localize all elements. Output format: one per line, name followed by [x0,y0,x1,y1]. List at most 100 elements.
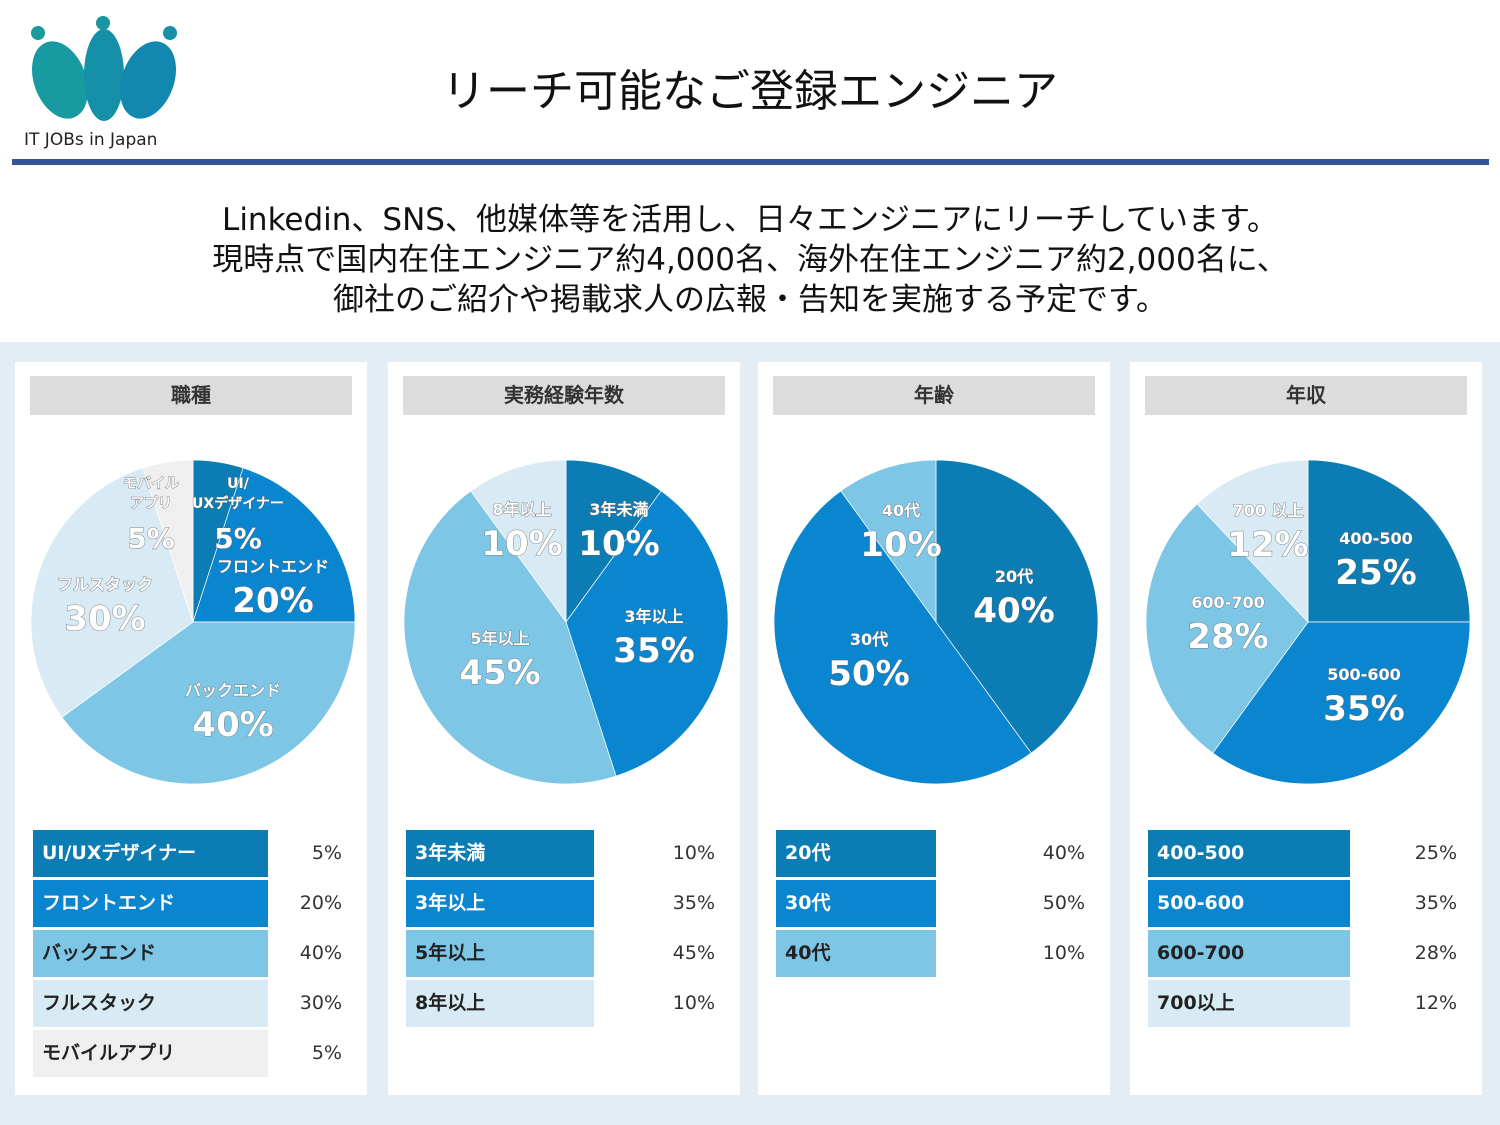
pie-category-label: 600-700 [1191,593,1264,612]
intro-line: 御社のご紹介や掲載求人の広報・告知を実施する予定です。 [333,282,1167,318]
legend-row: 30代 50% [776,880,1095,930]
intro-line: Linkedin、SNS、他媒体等を活用し、日々エンジニアにリーチしています。 [222,202,1278,238]
legend-value: 40% [1042,842,1085,864]
legend-label: 5年以上 [406,930,594,977]
legend-label: 600-700 [1148,930,1350,977]
legend-label: 3年以上 [406,880,594,927]
pie-category-label: モバイル [123,476,179,492]
legend-value: 40% [299,942,342,964]
legend-row: 8年以上 10% [406,980,725,1030]
legend-value: 45% [672,942,715,964]
pie-slice [470,459,567,624]
legend-row: 40代 10% [776,930,1095,980]
header-divider [12,159,1489,165]
pie-value-label: 45% [459,653,540,693]
legend-row: 3年以上 35% [406,880,725,930]
legend-label: 40代 [776,930,936,977]
pie-value-label: 25% [1335,553,1416,593]
legend-value: 30% [299,992,342,1014]
pie-slice [61,621,356,785]
pie-value-label: 12% [1227,525,1308,565]
legend-row: UI/UXデザイナー 5% [33,830,352,880]
pie-slice [1307,459,1471,623]
chart-title: 職種 [30,376,352,415]
pie-value-label: 40% [973,591,1054,631]
pie-category-label: 40代 [882,501,920,520]
pie-slice [565,459,662,624]
legend-row: 20代 40% [776,830,1095,880]
pie-category-label: UI/ [227,476,250,492]
legend-row: 500-600 35% [1148,880,1467,930]
pie-value-label: 28% [1187,617,1268,657]
legend-label: フルスタック [33,980,268,1027]
legend-label: フロントエンド [33,880,268,927]
pie-category-label: 8年以上 [492,500,551,519]
legend-label: 3年未満 [406,830,594,877]
pie-category-label: 20代 [995,567,1033,586]
pie-value-label: 5% [214,522,262,555]
legend-value: 10% [1042,942,1085,964]
pie-value-label: 35% [613,631,694,671]
pie-value-label: 40% [192,705,273,745]
pie-slice [935,459,1099,754]
chart-card: 職種 UI/UXデザイナー 5% フロントエンド 20% バックエンド 40% フルスタック 3… [15,362,367,1095]
legend-row: モバイルアプリ 5% [33,1030,352,1080]
pie-category-label: 700 以上 [1233,501,1304,520]
legend-row: フロントエンド 20% [33,880,352,930]
pie-category-label: 3年以上 [624,607,683,626]
legend-value: 10% [672,992,715,1014]
legend-value: 5% [311,842,342,864]
pie-category-label: バックエンド [185,681,281,700]
pie-slice [1145,503,1309,754]
legend-row: バックエンド 40% [33,930,352,980]
pie-value-label: 50% [828,654,909,694]
pie-category-label: UXデザイナー [192,495,284,512]
logo [31,16,177,121]
legend-label: 8年以上 [406,980,594,1027]
pie-category-label: 500-600 [1327,665,1400,684]
pie-category-label: フロントエンド [217,557,329,576]
legend-value: 12% [1414,992,1457,1014]
legend-value: 50% [1042,892,1085,914]
pie-category-label: 400-500 [1339,529,1412,548]
legend-label: 700以上 [1148,980,1350,1027]
legend-label: モバイルアプリ [33,1030,268,1077]
pie-value-label: 10% [578,524,659,564]
pie-slice [403,490,617,785]
legend-row: 400-500 25% [1148,830,1467,880]
chart-card: 年収 400-500 25% 500-600 35% 600-700 28% 700 以上 12… [1130,362,1482,1095]
legend-label: 20代 [776,830,936,877]
intro-line: 現時点で国内在住エンジニア約4,000名、海外在住エンジニア約2,000名に、 [212,242,1288,278]
legend-value: 10% [672,842,715,864]
legend-value: 5% [311,1042,342,1064]
pie-slice [192,467,356,623]
legend-row: フルスタック 30% [33,980,352,1030]
legend-value: 20% [299,892,342,914]
pie-slice [773,490,1032,785]
pie-value-label: 10% [860,525,941,565]
chart-card: 年齢 20代 40% 30代 50% 40代 10% 20代 40% 30代 50% 40代 10% [758,362,1110,1095]
legend-value: 35% [1414,892,1457,914]
pie-slice [142,459,194,623]
pie-chart: UI/UXデザイナー 5% フロントエンド 20% バックエンド 40% フルスタック 30%… [30,459,356,785]
legend-value: 28% [1414,942,1457,964]
pie-slice [840,459,937,624]
chart-title: 実務経験年数 [403,376,725,415]
pie-category-label: 5年以上 [470,629,529,648]
legend-row: 3年未満 10% [406,830,725,880]
legend: UI/UXデザイナー 5% フロントエンド 20% バックエンド 40% フルスタック 30%… [33,830,352,1080]
legend-label: UI/UXデザイナー [33,830,268,877]
legend-label: バックエンド [33,930,268,977]
legend: 20代 40% 30代 50% 40代 10% [776,830,1095,980]
chart-title: 年齢 [773,376,1095,415]
legend-value: 35% [672,892,715,914]
legend-label: 400-500 [1148,830,1350,877]
chart-card: 実務経験年数 3年未満 10% 3年以上 35% 5年以上 45% 8年以上 10% 3年未満 10… [388,362,740,1095]
pie-slice [30,467,194,718]
legend: 3年未満 10% 3年以上 35% 5年以上 45% 8年以上 10% [406,830,725,1030]
pie-value-label: 10% [481,524,562,564]
legend-row: 5年以上 45% [406,930,725,980]
pie-value-label: 30% [64,599,145,639]
pie-value-label: 5% [127,522,175,555]
legend-row: 700以上 12% [1148,980,1467,1030]
